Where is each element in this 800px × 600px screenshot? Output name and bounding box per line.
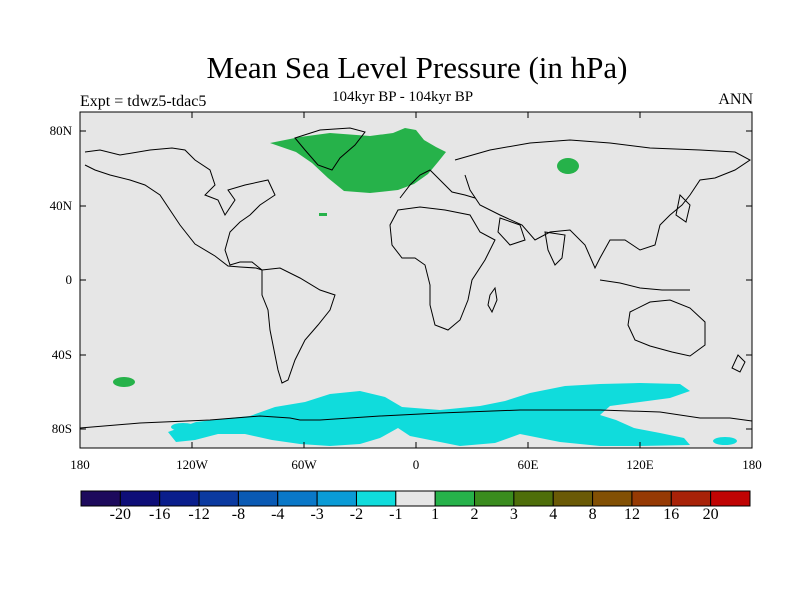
lon-label-180w: 180	[70, 457, 90, 472]
lat-label-0: 0	[65, 272, 73, 287]
colorbar-swatch	[395, 490, 436, 507]
map-title: Mean Sea Level Pressure (in hPa)	[206, 50, 628, 85]
colorbar-tick-label: 8	[588, 506, 597, 523]
colorbar-swatch	[513, 490, 554, 507]
lon-label-0: 0	[412, 457, 420, 472]
colorbar-swatch	[631, 490, 672, 507]
colorbar-swatch	[670, 490, 712, 507]
lat-label-80n: 80N	[49, 123, 72, 138]
lon-label-120e: 120E	[626, 457, 654, 472]
colorbar-tick-label: -4	[271, 506, 285, 523]
positive-anomaly-siberia	[557, 158, 579, 174]
colorbar-swatch	[355, 490, 397, 507]
lon-ticks	[191, 112, 641, 448]
negative-anomaly-patch	[171, 423, 195, 431]
colorbar-swatch	[434, 490, 476, 507]
negative-anomaly-patch	[713, 437, 737, 445]
colorbar-swatch	[592, 490, 633, 507]
colorbar-tick-label: -3	[310, 506, 324, 523]
colorbar-tick-label: 2	[470, 506, 479, 523]
colorbar-swatch	[277, 490, 318, 507]
positive-anomaly-speck	[319, 213, 327, 216]
colorbar-swatch	[237, 490, 279, 507]
colorbar-tick-label: 16	[663, 506, 680, 523]
colorbar-tick-label: -20	[109, 506, 131, 523]
colorbar-swatch	[80, 490, 121, 507]
colorbar-tick-label: -8	[231, 506, 246, 523]
lat-label-80s: 80S	[51, 421, 72, 436]
colorbar-tick-label: 1	[431, 506, 440, 523]
lat-label-40s: 40S	[51, 347, 72, 362]
coastlines	[79, 127, 753, 429]
colorbar-swatch	[198, 490, 239, 507]
positive-anomaly-north-atlantic	[270, 128, 446, 193]
colorbar-swatch	[119, 490, 161, 507]
positive-anomaly-south-pacific	[113, 377, 135, 387]
colorbar-swatch	[316, 490, 357, 507]
colorbar-swatch	[710, 490, 751, 507]
lon-label-60e: 60E	[517, 457, 539, 472]
lon-label-120w: 120W	[176, 457, 208, 472]
negative-anomaly-southern-ocean	[168, 383, 690, 446]
colorbar-tick-label: -1	[389, 506, 403, 523]
colorbar-tick-label: 12	[623, 506, 640, 523]
season-label: ANN	[718, 91, 753, 108]
colorbar	[80, 490, 751, 507]
experiment-label: Expt = tdwz5-tdac5	[80, 93, 207, 110]
map-subtitle: 104kyr BP - 104kyr BP	[332, 89, 474, 105]
colorbar-tick-label: -2	[349, 506, 364, 523]
lon-label-180e: 180	[742, 457, 762, 472]
lat-ticks	[80, 130, 752, 430]
colorbar-tick-label: -16	[149, 506, 171, 523]
colorbar-swatch	[552, 490, 594, 507]
lon-label-60w: 60W	[291, 457, 317, 472]
lat-label-40n: 40N	[49, 198, 72, 213]
colorbar-swatch	[474, 490, 515, 507]
colorbar-tick-label: 4	[549, 506, 558, 523]
colorbar-swatch	[159, 490, 200, 507]
colorbar-tick-label: -12	[188, 506, 210, 523]
colorbar-tick-label: 3	[509, 506, 518, 523]
colorbar-tick-label: 20	[702, 506, 719, 523]
